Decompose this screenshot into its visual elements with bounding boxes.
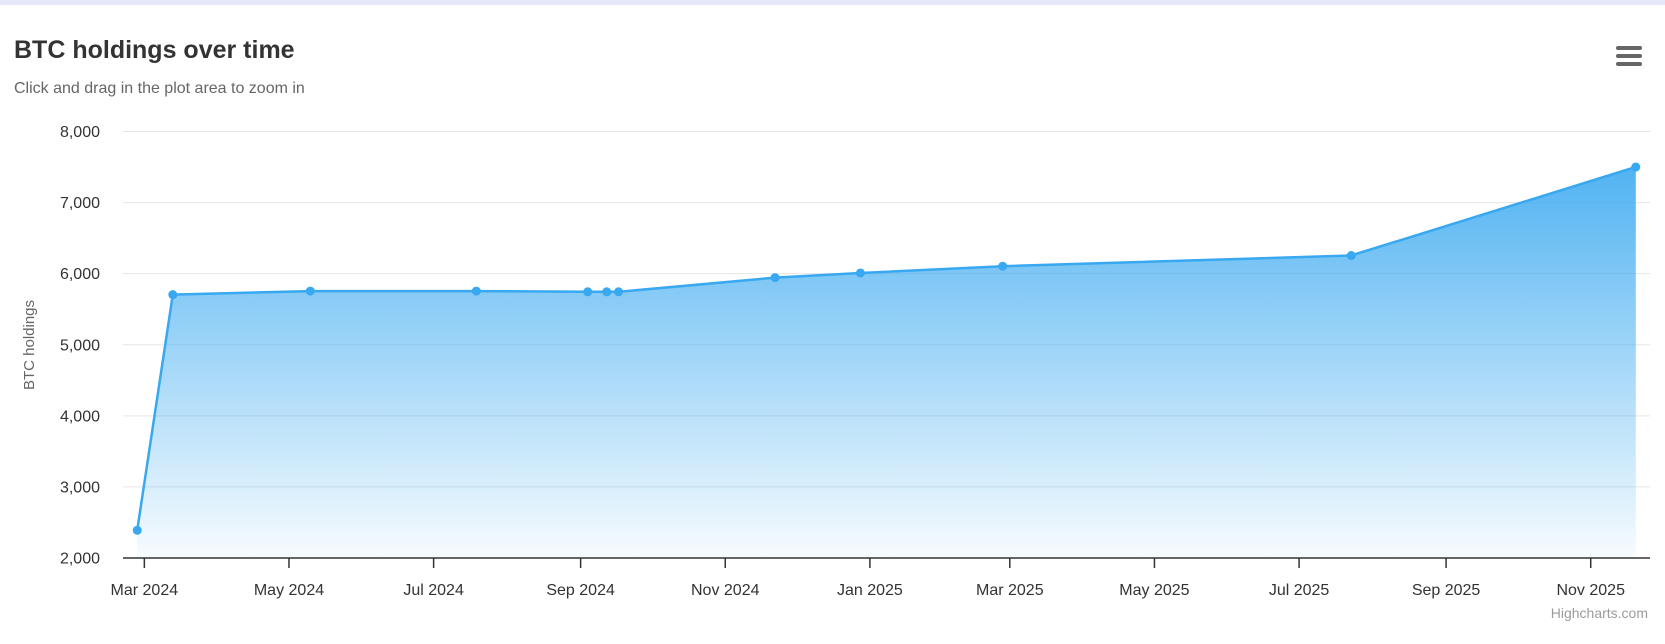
series-line bbox=[135, 165, 1637, 531]
chart-title: BTC holdings over time bbox=[14, 36, 295, 64]
y-tick-label: 8,000 bbox=[60, 124, 100, 141]
x-tick-label: Sep 2025 bbox=[1412, 582, 1481, 599]
x-tick-label: Nov 2024 bbox=[691, 582, 760, 599]
area-fill bbox=[137, 167, 1636, 558]
y-tick-label: 7,000 bbox=[60, 195, 100, 212]
y-tick-label: 4,000 bbox=[60, 408, 100, 425]
x-tick-label: Sep 2024 bbox=[546, 582, 615, 599]
x-axis: Mar 2024 May 2024 Jul 2024 Sep 2024 Nov 2024… bbox=[111, 557, 1650, 599]
top-strip bbox=[0, 0, 1665, 5]
x-tick-label: May 2025 bbox=[1119, 582, 1189, 599]
y-axis-title: BTC holdings bbox=[21, 300, 38, 390]
chart-subtitle: Click and drag in the plot area to zoom … bbox=[14, 80, 305, 97]
hamburger-icon bbox=[1616, 46, 1642, 66]
highcharts-credits[interactable]: Highcharts.com bbox=[1550, 605, 1648, 621]
y-tick-label: 3,000 bbox=[60, 479, 100, 496]
data-point-markers bbox=[132, 162, 1641, 535]
x-tick-label: Mar 2024 bbox=[111, 582, 179, 599]
y-tick-label: 5,000 bbox=[60, 337, 100, 354]
x-tick-label: Jul 2024 bbox=[403, 582, 464, 599]
y-tick-label: 2,000 bbox=[60, 551, 100, 568]
x-tick-label: Mar 2025 bbox=[976, 582, 1044, 599]
x-tick-label: Jul 2025 bbox=[1269, 582, 1330, 599]
context-menu-button[interactable] bbox=[1610, 40, 1648, 72]
x-tick-label: Jan 2025 bbox=[837, 582, 903, 599]
x-tick-label: Nov 2025 bbox=[1556, 582, 1625, 599]
y-axis-labels: 2,000 3,000 4,000 5,000 6,000 7,000 8,000 bbox=[60, 124, 100, 568]
y-tick-label: 6,000 bbox=[60, 266, 100, 283]
x-tick-label: May 2024 bbox=[254, 582, 324, 599]
